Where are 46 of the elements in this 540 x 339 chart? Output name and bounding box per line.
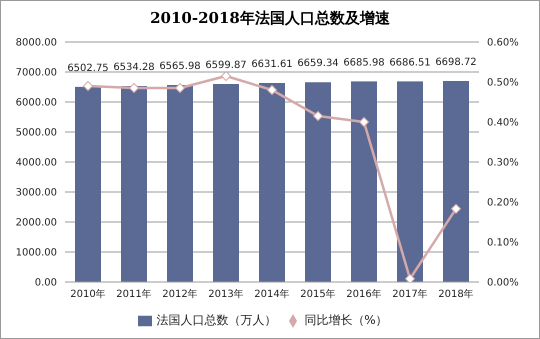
y-tick-label: 2000.00	[16, 218, 57, 229]
data-label: 6631.61	[251, 59, 293, 70]
y2-tick-label: 0.20%	[487, 198, 519, 209]
y-tick-label: 4000.00	[16, 158, 57, 169]
data-label: 6685.98	[343, 57, 385, 68]
y-tick-label: 7000.00	[16, 68, 57, 79]
point	[221, 71, 231, 81]
y-tick-label: 8000.00	[16, 38, 57, 49]
x-tick-label: 2017年	[392, 288, 428, 300]
point	[129, 83, 139, 93]
legend-label: 法国人口总数（万人）	[156, 313, 276, 327]
x-tick-label: 2014年	[254, 288, 290, 300]
data-label: 6698.72	[435, 57, 477, 68]
point	[359, 117, 369, 127]
x-tick-label: 2016年	[346, 288, 382, 300]
y2-tick-label: 0.60%	[487, 38, 519, 49]
data-label: 6534.28	[113, 62, 155, 73]
point	[405, 274, 415, 282]
y-tick-label: 6000.00	[16, 98, 57, 109]
x-tick-label: 2018年	[438, 288, 474, 300]
x-tick-label: 2010年	[70, 288, 106, 300]
point	[451, 204, 461, 214]
y2-tick-label: 0.40%	[487, 118, 519, 129]
x-tick-label: 2011年	[116, 288, 152, 300]
point	[83, 81, 93, 91]
data-label: 6502.75	[67, 62, 109, 74]
y2-tick-label: 0.50%	[487, 78, 519, 89]
data-label: 6686.51	[389, 57, 431, 68]
y2-tick-label: 0.10%	[487, 238, 519, 249]
chart-title: 2010-2018年法国人口总数及增速	[149, 9, 391, 28]
x-tick-label: 2012年	[162, 288, 198, 300]
data-label: 6599.87	[205, 60, 247, 72]
point	[175, 83, 185, 93]
y-tick-label: 0.00	[34, 278, 57, 289]
data-label: 6565.98	[159, 61, 201, 72]
y-tick-label: 5000.00	[16, 128, 57, 139]
y2-tick-label: 0.30%	[487, 158, 519, 169]
legend-label: 同比增长（%）	[304, 313, 388, 327]
y-tick-label: 1000.00	[16, 248, 57, 259]
x-tick-label: 2015年	[300, 288, 336, 300]
x-tick-label: 2013年	[208, 288, 244, 300]
y2-tick-label: 0.00%	[487, 278, 519, 289]
y-tick-label: 3000.00	[16, 188, 57, 199]
point	[267, 85, 277, 95]
data-label: 6659.34	[297, 58, 339, 70]
point	[313, 111, 323, 121]
